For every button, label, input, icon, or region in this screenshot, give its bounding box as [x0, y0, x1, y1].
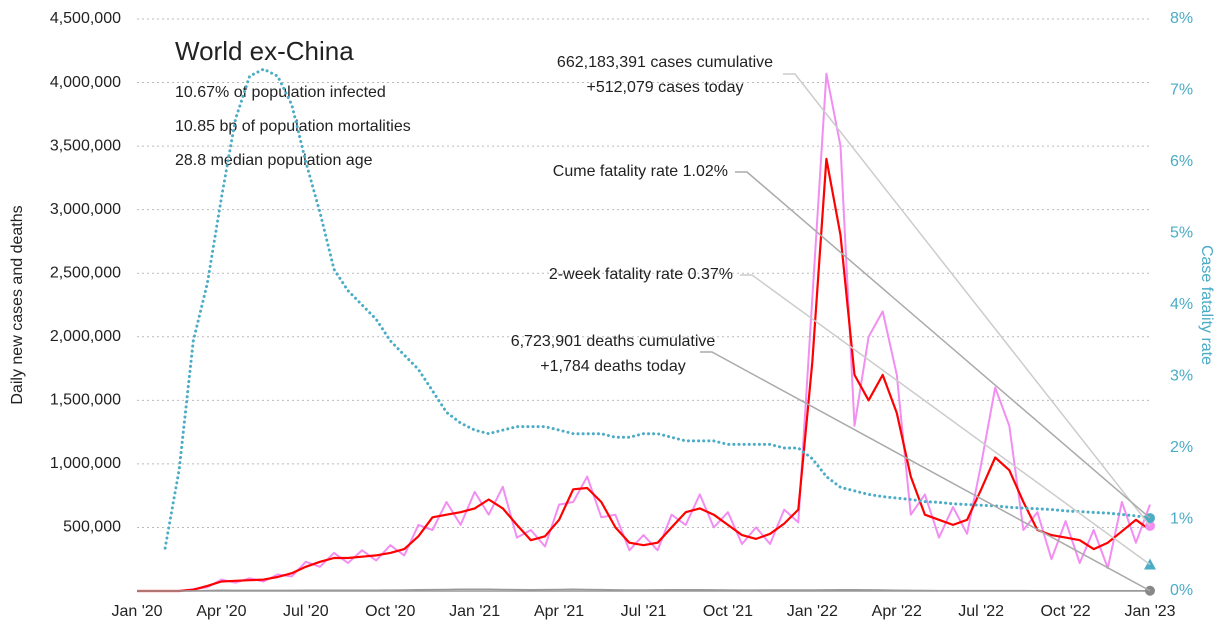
y2-tick-label: 3% [1170, 368, 1193, 385]
y-tick-label: 3,500,000 [50, 137, 121, 154]
annotation: 662,183,391 cases cumulative [557, 54, 773, 71]
annotation: +1,784 deaths today [540, 358, 685, 375]
x-tick-label: Jul '22 [958, 603, 1004, 620]
y-tick-label: 1,000,000 [50, 455, 121, 472]
x-tick-label: Jan '22 [787, 603, 838, 620]
leader-line [700, 351, 1151, 592]
y2-tick-label: 0% [1170, 582, 1193, 599]
series-line [163, 67, 1152, 550]
series-line [137, 157, 1151, 593]
y2-tick-label: 6% [1170, 153, 1193, 170]
info-line: 10.85 bp of population mortalities [175, 118, 411, 135]
y2-axis-label: Case fatality rate [1198, 245, 1215, 365]
x-tick-label: Apr '21 [534, 603, 584, 620]
x-tick-label: Jan '21 [449, 603, 500, 620]
y-axis-label: Daily new cases and deaths [9, 205, 26, 404]
x-tick-label: Oct '22 [1040, 603, 1090, 620]
y-tick-label: 500,000 [63, 519, 121, 536]
y-tick-label: 2,000,000 [50, 328, 121, 345]
series-line [137, 72, 1151, 592]
leader-line [735, 171, 1151, 519]
annotation: 2-week fatality rate 0.37% [549, 266, 733, 283]
annotation: Cume fatality rate 1.02% [553, 163, 728, 180]
leader-line [740, 274, 1151, 566]
x-tick-label: Oct '21 [703, 603, 753, 620]
x-tick-label: Apr '20 [196, 603, 246, 620]
y-tick-label: 2,500,000 [50, 264, 121, 281]
y2-tick-label: 5% [1170, 225, 1193, 242]
y-tick-label: 4,500,000 [50, 10, 121, 27]
annotation: 6,723,901 deaths cumulative [511, 333, 716, 350]
info-title: World ex-China [175, 36, 354, 66]
x-tick-label: Apr '22 [872, 603, 922, 620]
x-tick-label: Jan '23 [1124, 603, 1175, 620]
y-tick-label: 3,000,000 [50, 201, 121, 218]
annotation: +512,079 cases today [586, 79, 743, 96]
y2-tick-label: 1% [1170, 511, 1193, 528]
x-tick-label: Jul '21 [621, 603, 667, 620]
x-tick-label: Oct '20 [365, 603, 415, 620]
info-line: 28.8 median population age [175, 152, 373, 169]
y-tick-label: 4,000,000 [50, 74, 121, 91]
y2-tick-label: 2% [1170, 439, 1193, 456]
y2-tick-label: 4% [1170, 296, 1193, 313]
y-tick-label: 1,500,000 [50, 392, 121, 409]
x-tick-label: Jul '20 [283, 603, 329, 620]
y2-tick-label: 7% [1170, 82, 1193, 99]
leader-line [783, 73, 1151, 527]
info-line: 10.67% of population infected [175, 84, 386, 101]
x-tick-label: Jan '20 [111, 603, 162, 620]
series-line [137, 588, 1151, 592]
y2-tick-label: 8% [1170, 10, 1193, 27]
